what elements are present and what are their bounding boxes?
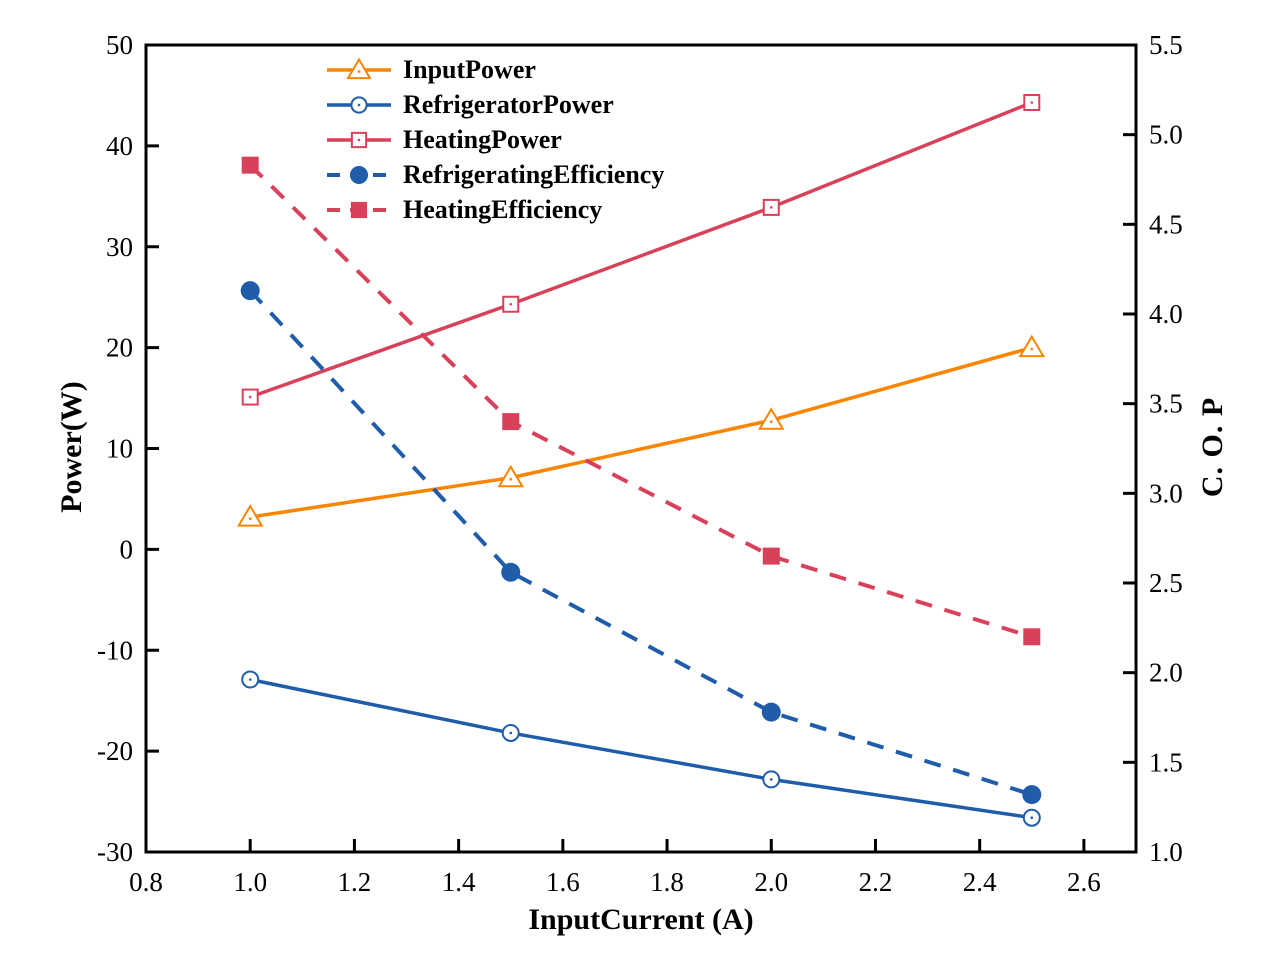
marker-circle-filled (1022, 785, 1042, 805)
y-tick-label-left: 50 (106, 30, 133, 60)
y-tick-label-right: 5.0 (1149, 120, 1183, 150)
marker-center-dot (357, 103, 361, 107)
marker-center-dot (1030, 347, 1034, 351)
y-tick-label-left: -30 (97, 837, 133, 867)
legend: InputPower RefrigeratorPower HeatingPowe… (326, 53, 664, 227)
legend-label-heatingpower: HeatingPower (403, 124, 562, 154)
y-tick-label-left: -20 (97, 736, 133, 766)
marker-center-dot (769, 778, 773, 781)
marker-triangle-open (758, 407, 785, 430)
y-tick-label-left: -10 (97, 635, 133, 665)
x-tick-label: 2.4 (963, 867, 997, 897)
y-tick-label-left: 10 (106, 434, 133, 464)
legend-label-inputpower: InputPower (403, 55, 536, 85)
legend-item-inputpower: InputPower (326, 53, 664, 88)
marker-square-filled (762, 547, 780, 565)
marker-triangle-open (1018, 334, 1046, 358)
series-line-heatingefficiency (248, 163, 1033, 639)
marker-center-dot (357, 138, 361, 142)
x-tick-label: 2.2 (859, 867, 893, 897)
y-tick-label-right: 2.5 (1149, 568, 1183, 598)
y-tick-label-right: 3.5 (1149, 389, 1183, 419)
marker-center-dot (509, 477, 513, 481)
marker-center-dot (769, 420, 773, 424)
marker-triangle-open (497, 464, 524, 488)
marker-square-filled (502, 413, 520, 431)
marker-center-dot (1030, 816, 1034, 820)
legend-swatch-inputpower-icon (327, 57, 391, 80)
series-line-refrigeratorpower (249, 677, 1033, 820)
y-axis-title-left: Power(W) (55, 381, 88, 513)
marker-center-dot (509, 731, 513, 735)
x-tick-label: 2.0 (754, 867, 788, 897)
y-tick-label-left: 20 (106, 333, 133, 363)
legend-item-heatingpower: HeatingPower (326, 123, 664, 158)
x-tick-label: 1.6 (546, 867, 580, 897)
series-line-refrigeratingefficiency (248, 289, 1033, 797)
y-tick-label-left: 0 (120, 534, 134, 564)
marker-center-dot (509, 302, 513, 306)
legend-label-refrigeratorpower: RefrigeratorPower (403, 90, 614, 120)
x-tick-label: 0.8 (129, 867, 163, 897)
marker-center-dot (248, 395, 252, 399)
legend-item-heatingefficiency: HeatingEfficiency (326, 192, 664, 227)
legend-label-heatingefficiency: HeatingEfficiency (403, 194, 603, 224)
x-axis-title: InputCurrent (A) (528, 903, 754, 936)
legend-item-refrigeratingefficiency: RefrigeratingEfficiency (326, 157, 664, 192)
marker-triangle-open (236, 504, 264, 527)
y-axis-title-right: C. O. P (1196, 396, 1229, 498)
marker-circle-filled (761, 702, 781, 722)
x-tick-label: 2.6 (1067, 867, 1101, 897)
marker-center-dot (248, 678, 252, 681)
marker-circle-filled (501, 562, 521, 582)
marker-circle-filled (240, 281, 260, 301)
y-tick-label-left: 40 (106, 131, 133, 161)
y-tick-label-right: 3.0 (1149, 478, 1183, 508)
marker-triangle-open (346, 57, 372, 80)
y-tick-label-right: 4.5 (1149, 209, 1183, 239)
y-tick-label-right: 5.5 (1149, 30, 1183, 60)
marker-center-dot (357, 70, 361, 74)
legend-swatch-heatingpower-icon (327, 131, 391, 149)
x-tick-label: 1.0 (233, 867, 267, 897)
legend-label-refrigeratingefficiency: RefrigeratingEfficiency (403, 159, 665, 189)
legend-swatch-refrigeratingefficiency-icon (327, 165, 391, 184)
x-tick-label: 1.4 (442, 867, 476, 897)
legend-swatch-heatingefficiency-icon (327, 201, 391, 218)
marker-circle-filled (349, 165, 369, 184)
marker-center-dot (248, 517, 252, 520)
series-line-heatingpower (249, 100, 1033, 399)
marker-square-filled (241, 156, 259, 174)
x-tick-label: 1.8 (650, 867, 684, 897)
x-tick-label: 1.2 (338, 867, 372, 897)
legend-item-refrigeratorpower: RefrigeratorPower (326, 88, 664, 123)
series-line-inputpower (249, 345, 1033, 519)
marker-center-dot (1030, 101, 1034, 104)
marker-square-filled (350, 201, 368, 218)
y-tick-label-left: 30 (106, 232, 133, 262)
marker-square-filled (1023, 628, 1041, 646)
y-tick-label-right: 1.0 (1149, 837, 1183, 867)
y-tick-label-right: 2.0 (1149, 658, 1183, 688)
y-tick-label-right: 4.0 (1149, 299, 1183, 329)
y-tick-label-right: 1.5 (1149, 747, 1183, 777)
legend-swatch-refrigeratorpower-icon (327, 96, 391, 114)
marker-center-dot (769, 206, 773, 209)
